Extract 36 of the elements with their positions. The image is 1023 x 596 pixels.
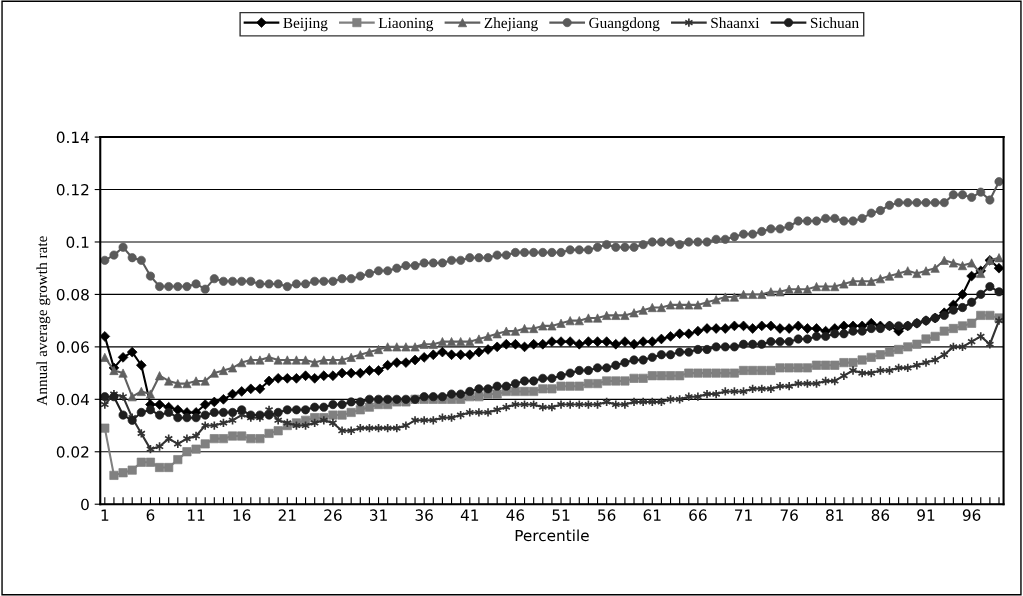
- y-tick-label: 0.02: [56, 446, 89, 458]
- x-tick-label: 81: [826, 509, 844, 521]
- x-tick-label: 91: [917, 509, 935, 521]
- y-tick-label: 0.04: [56, 393, 89, 406]
- legend-label: Liaoning: [378, 17, 434, 32]
- y-tick-label: 0.12: [56, 183, 89, 196]
- x-tick-label: 21: [278, 509, 296, 521]
- x-tick-label: 51: [552, 509, 570, 521]
- x-tick-label: 61: [643, 509, 661, 521]
- x-tick-label: 36: [415, 509, 433, 521]
- y-axis-title: Annual average growth rate: [36, 236, 51, 406]
- legend-label: Shaanxi: [711, 17, 760, 29]
- legend-label: Sichuan: [810, 17, 859, 29]
- x-tick-label: 6: [146, 509, 155, 521]
- x-tick-label: 86: [871, 509, 890, 521]
- x-tick-label: 16: [233, 509, 251, 521]
- x-tick-label: 71: [735, 509, 752, 521]
- legend-label: Guangdong: [589, 17, 660, 32]
- x-axis-title: Percentile: [515, 529, 589, 542]
- y-tick-label: 0.1: [66, 236, 89, 248]
- y-tick-label: 0.06: [56, 341, 89, 353]
- x-tick-label: 66: [689, 509, 707, 521]
- x-tick-label: 1: [101, 509, 109, 521]
- x-tick-label: 56: [598, 509, 616, 521]
- x-tick-label: 76: [780, 509, 798, 521]
- x-tick-label: 46: [506, 509, 525, 521]
- legend-label: Zhejiang: [484, 17, 538, 32]
- y-tick-label: 0.08: [56, 288, 89, 301]
- y-tick-label: 0.14: [56, 131, 89, 144]
- x-tick-label: 11: [188, 509, 205, 521]
- y-tick-label: 0: [81, 498, 89, 511]
- legend-label: Beijing: [283, 17, 328, 32]
- x-tick-label: 31: [369, 509, 387, 521]
- x-tick-label: 26: [324, 509, 342, 521]
- x-tick-label: 41: [460, 509, 479, 521]
- x-tick-label: 96: [962, 509, 981, 521]
